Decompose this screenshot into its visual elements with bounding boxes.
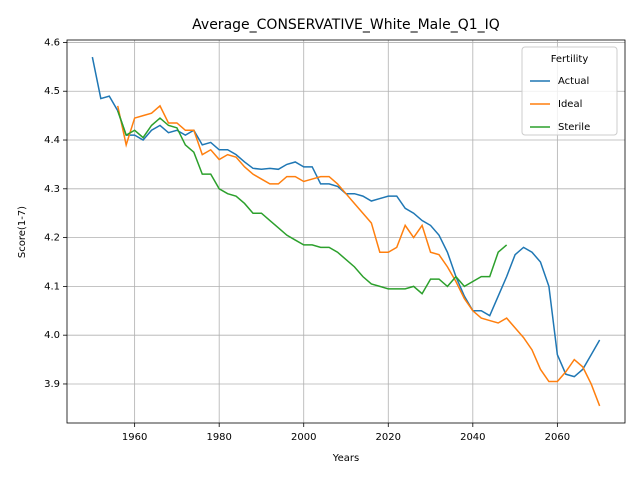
y-tick-label: 4.3 [44,184,60,195]
x-tick-label: 2060 [545,432,570,443]
legend-title: Fertility [551,54,589,65]
legend-label: Sterile [558,122,590,133]
y-axis-label: Score(1-7) [17,206,28,258]
x-tick-label: 2040 [460,432,485,443]
x-tick-label: 1980 [206,432,231,443]
x-tick-label: 1960 [122,432,147,443]
legend-box [521,46,618,136]
line-series [116,104,601,407]
y-tick-label: 4.0 [44,330,60,341]
plot-frame [66,39,626,424]
x-tick-label: 2000 [291,432,316,443]
line-series [117,110,508,295]
y-tick-label: 3.9 [44,379,60,390]
y-tick-label: 4.5 [44,86,60,97]
y-tick-label: 4.6 [44,37,60,48]
y-tick-label: 4.4 [44,135,60,146]
chart-title: Average_CONSERVATIVE_White_Male_Q1_IQ [192,17,500,33]
legend-label: Actual [558,76,589,87]
legend-label: Ideal [558,99,582,110]
y-tick-label: 4.2 [44,233,60,244]
y-tick-label: 4.1 [44,281,60,292]
x-axis-label: Years [332,453,359,464]
x-tick-label: 2020 [376,432,401,443]
